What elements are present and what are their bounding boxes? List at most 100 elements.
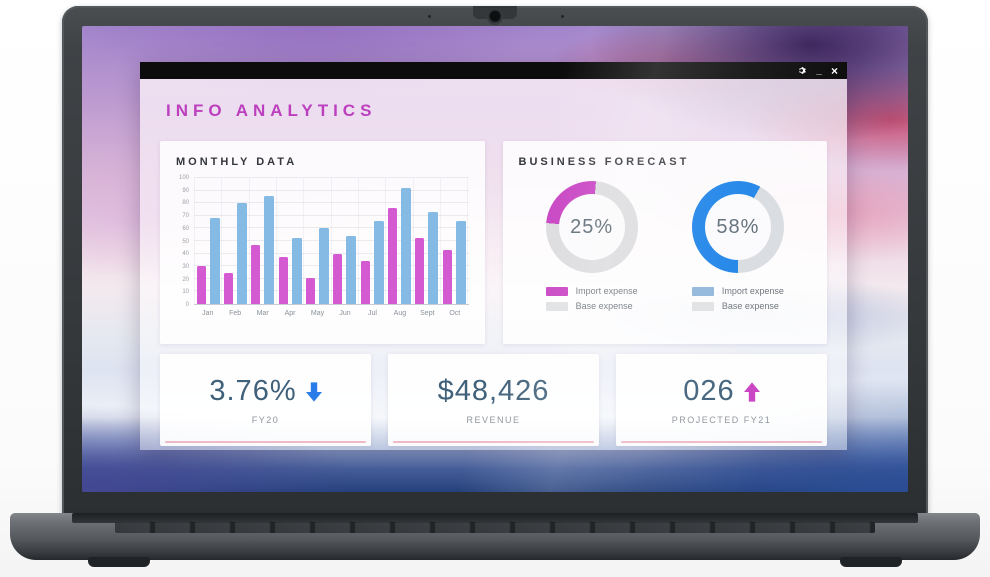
bar-pink-aug (388, 208, 398, 304)
microphone-dot-right (561, 15, 564, 18)
donut-import-58: 58% Import expense (691, 181, 784, 311)
x-tick-jul: Jul (359, 310, 386, 317)
legend-label: Base expense (722, 301, 779, 311)
gridline (194, 177, 469, 178)
gridline (194, 252, 469, 254)
import-expense-swatch-blue (691, 286, 714, 296)
bar-group-apr (277, 178, 305, 304)
bar-group-mar (250, 178, 278, 304)
bar-blue-sept (428, 212, 439, 304)
minimize-button[interactable]: _ (816, 65, 822, 76)
bar-group-aug (386, 178, 414, 304)
legend-item: Import expense (545, 286, 638, 296)
legend-item: Import expense (691, 286, 784, 296)
x-tick-sept: Sept (414, 310, 441, 317)
bar-blue-may (319, 228, 330, 304)
y-tick-60: 60 (182, 226, 189, 232)
y-tick-70: 70 (182, 213, 189, 219)
gridline (194, 277, 469, 279)
donut-chart-25-ring: 25% (545, 181, 638, 273)
base-expense-swatch-gray (691, 301, 714, 311)
y-tick-80: 80 (182, 200, 189, 206)
business-forecast-panel: BUSINESS FORECAST 25% (502, 141, 827, 344)
donut-chart-58-hole: 58% (704, 194, 771, 260)
base-expense-swatch-gray (545, 301, 568, 311)
close-button[interactable]: × (831, 65, 838, 77)
up-arrow-icon (743, 381, 760, 402)
bar-pink-feb (224, 272, 234, 304)
window-titlebar: _ × (140, 62, 847, 79)
y-tick-100: 100 (179, 175, 189, 181)
bar-chart-plot (194, 177, 469, 305)
bar-group-feb (222, 178, 250, 304)
bar-group-sept (414, 178, 442, 304)
legend-label: Import expense (722, 286, 784, 296)
x-tick-apr: Apr (276, 310, 303, 317)
donut-chart-58-ring: 58% (691, 181, 784, 273)
gridline (194, 265, 469, 267)
y-tick-20: 20 (182, 277, 189, 283)
bar-pink-apr (278, 257, 288, 304)
rubber-foot-left (88, 557, 150, 567)
business-forecast-title: BUSINESS FORECAST (519, 156, 812, 168)
analytics-app-window: _ × INFO ANALYTICS MONTHLY DATA 0 10 20 30 4… (140, 62, 847, 450)
bar-blue-jun (346, 235, 357, 304)
monthly-data-title: MONTHLY DATA (176, 156, 469, 168)
x-tick-aug: Aug (386, 310, 413, 317)
y-tick-90: 90 (182, 188, 189, 194)
bar-pink-sept (415, 238, 425, 304)
bar-group-oct (441, 178, 469, 304)
page-title: INFO ANALYTICS (160, 93, 827, 127)
window-body: INFO ANALYTICS MONTHLY DATA 0 10 20 30 40 50 6… (140, 79, 847, 450)
gridline (194, 290, 469, 292)
legend-label: Base expense (576, 301, 633, 311)
x-tick-feb: Feb (221, 310, 248, 317)
bar-chart-y-axis: 0 10 20 30 40 50 60 70 80 90 100 (176, 175, 194, 308)
rubber-foot-right (840, 557, 902, 567)
monthly-bar-chart: 0102030405060708090100 JanFebMarAprMayJu… (176, 175, 469, 317)
gridline (194, 240, 469, 241)
bar-chart-bars (194, 178, 469, 304)
stat-card-fy20: 3.76% FY20 (160, 354, 371, 446)
bar-chart-x-axis: JanFebMarAprMayJunJulAugSeptOct (194, 310, 469, 317)
legend-item: Base expense (691, 301, 784, 311)
gridline (194, 202, 469, 204)
hinge (72, 513, 918, 523)
gridline (194, 227, 469, 229)
y-tick-0: 0 (186, 302, 189, 308)
import-expense-swatch-magenta (545, 286, 568, 296)
y-tick-50: 50 (182, 239, 189, 245)
y-tick-10: 10 (182, 289, 189, 295)
bar-blue-jul (373, 220, 384, 304)
revenue-label: REVENUE (466, 415, 520, 425)
projected-fy21-value: 026 (683, 375, 734, 408)
bar-blue-apr (291, 238, 302, 304)
y-tick-30: 30 (182, 264, 189, 270)
legend-item: Base expense (545, 301, 638, 311)
monthly-data-panel: MONTHLY DATA 0 10 20 30 40 50 60 70 80 90 100 JanF… (160, 141, 485, 344)
projected-fy21-label: PROJECTED FY21 (672, 415, 772, 425)
keyboard (115, 522, 875, 533)
donut-58-legend: Import expense Base expense (691, 286, 784, 311)
laptop-screen: _ × INFO ANALYTICS MONTHLY DATA 0 10 20 30 4… (82, 26, 908, 492)
gridline (194, 214, 469, 216)
fy20-label: FY20 (252, 415, 280, 425)
x-tick-jun: Jun (331, 310, 358, 317)
bar-pink-jan (196, 266, 206, 304)
bar-blue-mar (264, 195, 275, 304)
settings-gear-icon[interactable] (798, 66, 807, 75)
bar-pink-jun (333, 253, 343, 304)
x-tick-may: May (304, 310, 331, 317)
donut-import-25: 25% Import expense (545, 181, 638, 311)
bar-group-jun (332, 178, 360, 304)
microphone-dot-left (428, 15, 431, 18)
bar-group-jul (359, 178, 387, 304)
bar-pink-may (306, 277, 316, 304)
donut-25-legend: Import expense Base expense (545, 286, 638, 311)
x-tick-mar: Mar (249, 310, 276, 317)
x-tick-jan: Jan (194, 310, 221, 317)
bar-pink-oct (442, 249, 452, 304)
donut-25-percent-label: 25% (570, 216, 613, 239)
webcam-icon (487, 9, 503, 25)
